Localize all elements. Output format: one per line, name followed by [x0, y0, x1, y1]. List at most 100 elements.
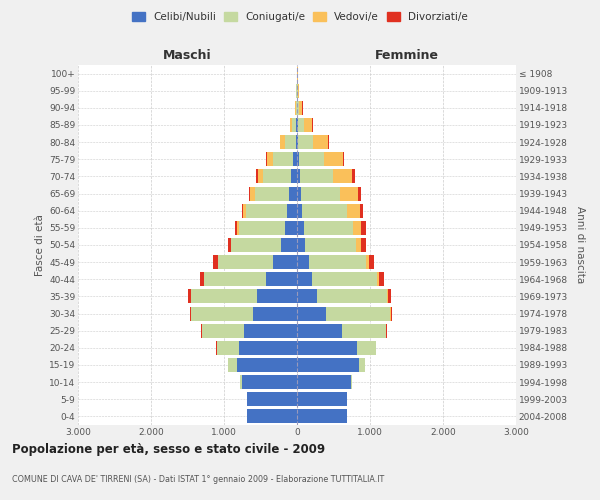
Bar [368, 255, 374, 269]
Bar [351, 375, 352, 389]
Bar [230, 238, 232, 252]
Bar [297, 118, 298, 132]
Bar [254, 186, 289, 200]
Bar [343, 152, 344, 166]
Bar [235, 221, 237, 235]
Bar [297, 392, 347, 406]
Legend: Celibi/Nubili, Coniugati/e, Vedovi/e, Divorziati/e: Celibi/Nubili, Coniugati/e, Vedovi/e, Di… [130, 10, 470, 24]
Bar [305, 238, 356, 252]
Bar [232, 238, 281, 252]
Bar [239, 341, 297, 355]
Bar [299, 101, 302, 115]
Bar [297, 204, 302, 218]
Bar [347, 204, 360, 218]
Bar [191, 306, 253, 320]
Bar [299, 152, 324, 166]
Bar [190, 306, 191, 320]
Bar [284, 135, 296, 149]
Bar [313, 135, 328, 149]
Bar [263, 170, 291, 183]
Bar [340, 186, 358, 200]
Bar [298, 84, 299, 98]
Bar [360, 204, 364, 218]
Bar [297, 290, 317, 304]
Bar [227, 238, 230, 252]
Bar [247, 410, 297, 424]
Bar [229, 358, 237, 372]
Bar [357, 341, 376, 355]
Bar [377, 272, 379, 286]
Bar [388, 290, 391, 304]
Bar [281, 238, 297, 252]
Bar [379, 272, 384, 286]
Bar [297, 410, 347, 424]
Bar [302, 204, 347, 218]
Bar [297, 221, 304, 235]
Text: Maschi: Maschi [163, 48, 212, 62]
Bar [342, 324, 386, 338]
Bar [256, 170, 257, 183]
Bar [250, 186, 254, 200]
Bar [239, 221, 284, 235]
Bar [292, 118, 296, 132]
Bar [266, 152, 267, 166]
Bar [218, 255, 273, 269]
Bar [247, 392, 297, 406]
Bar [324, 152, 343, 166]
Bar [352, 170, 355, 183]
Bar [300, 170, 333, 183]
Bar [353, 221, 361, 235]
Bar [387, 290, 388, 304]
Bar [202, 324, 244, 338]
Bar [267, 152, 273, 166]
Bar [301, 186, 340, 200]
Bar [200, 272, 204, 286]
Bar [304, 118, 313, 132]
Bar [297, 341, 357, 355]
Bar [297, 375, 351, 389]
Bar [273, 255, 297, 269]
Bar [289, 186, 297, 200]
Bar [249, 186, 250, 200]
Text: Femmine: Femmine [374, 48, 439, 62]
Bar [361, 238, 367, 252]
Bar [237, 358, 297, 372]
Bar [359, 358, 365, 372]
Bar [297, 135, 298, 149]
Bar [386, 324, 387, 338]
Bar [290, 118, 292, 132]
Bar [242, 375, 297, 389]
Bar [297, 255, 308, 269]
Y-axis label: Anni di nascita: Anni di nascita [575, 206, 584, 284]
Bar [297, 170, 300, 183]
Bar [391, 306, 392, 320]
Bar [246, 204, 287, 218]
Bar [243, 204, 246, 218]
Bar [365, 255, 368, 269]
Bar [296, 118, 297, 132]
Bar [304, 221, 353, 235]
Bar [328, 135, 329, 149]
Bar [266, 272, 297, 286]
Bar [297, 272, 311, 286]
Bar [240, 375, 242, 389]
Bar [297, 306, 326, 320]
Bar [297, 186, 301, 200]
Bar [217, 341, 239, 355]
Text: Popolazione per età, sesso e stato civile - 2009: Popolazione per età, sesso e stato civil… [12, 442, 325, 456]
Bar [297, 358, 359, 372]
Bar [204, 272, 266, 286]
Bar [356, 238, 361, 252]
Bar [273, 152, 293, 166]
Bar [361, 221, 365, 235]
Bar [326, 306, 391, 320]
Bar [311, 272, 377, 286]
Bar [298, 135, 313, 149]
Bar [291, 170, 297, 183]
Bar [201, 324, 202, 338]
Bar [214, 255, 218, 269]
Bar [191, 290, 257, 304]
Bar [296, 135, 297, 149]
Bar [295, 101, 296, 115]
Y-axis label: Fasce di età: Fasce di età [35, 214, 45, 276]
